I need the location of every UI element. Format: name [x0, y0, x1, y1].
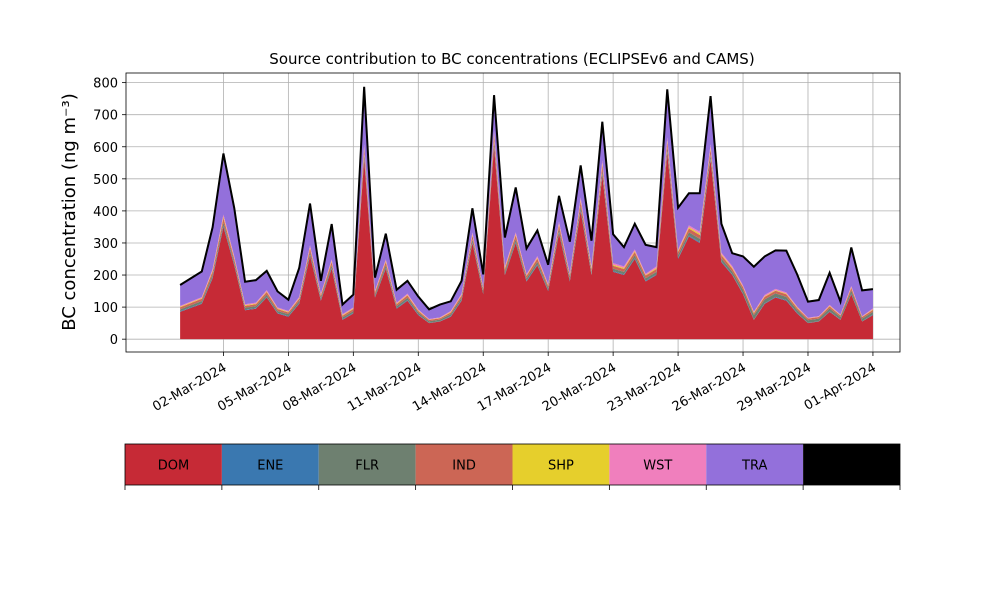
- legend-label-ene: ENE: [257, 459, 283, 474]
- legend-label-bb: BB: [843, 459, 861, 474]
- legend-swatch-ene: [221, 444, 319, 485]
- legend-swatch-wst: [609, 444, 707, 485]
- y-tick-label: 0: [110, 333, 118, 348]
- area-series-dom: [180, 146, 873, 340]
- plot-frame: [125, 72, 901, 353]
- y-tick-label: 700: [93, 109, 118, 124]
- area-layer: [179, 86, 874, 340]
- legend-label-ind: IND: [452, 459, 476, 474]
- legend-label-flr: FLR: [355, 459, 379, 474]
- y-axis-label: BC concentration (ng m⁻³): [59, 93, 80, 331]
- y-tick-label: 400: [93, 205, 118, 220]
- legend-label-wst: WST: [643, 459, 672, 474]
- y-tick-label: 100: [93, 301, 118, 316]
- x-tick-label: 29-Mar-2024: [735, 360, 814, 414]
- y-tick-label: 300: [93, 237, 118, 252]
- chart-title: Source contribution to BC concentrations…: [269, 50, 754, 68]
- y-tick-label: 200: [93, 269, 118, 284]
- y-tick-label: 600: [93, 141, 118, 156]
- total-line: [179, 86, 874, 311]
- legend-swatch-shp: [512, 444, 610, 485]
- legend: DOM ENE FLR IND SHP WST TRA BB: [124, 443, 901, 490]
- x-tick-label: 01-Apr-2024: [802, 360, 879, 413]
- y-tick-label: 800: [93, 77, 118, 92]
- legend-swatch-bb: [803, 444, 900, 485]
- y-tick-label: 500: [93, 173, 118, 188]
- legend-label-shp: SHP: [548, 459, 574, 474]
- legend-label-tra: TRA: [741, 459, 767, 474]
- area-series-tra: [180, 86, 873, 319]
- legend-swatch-ind: [415, 444, 513, 485]
- legend-swatch-dom: [125, 444, 222, 485]
- legend-swatch-tra: [706, 444, 804, 485]
- legend-label-dom: DOM: [158, 459, 189, 474]
- legend-swatch-flr: [318, 444, 416, 485]
